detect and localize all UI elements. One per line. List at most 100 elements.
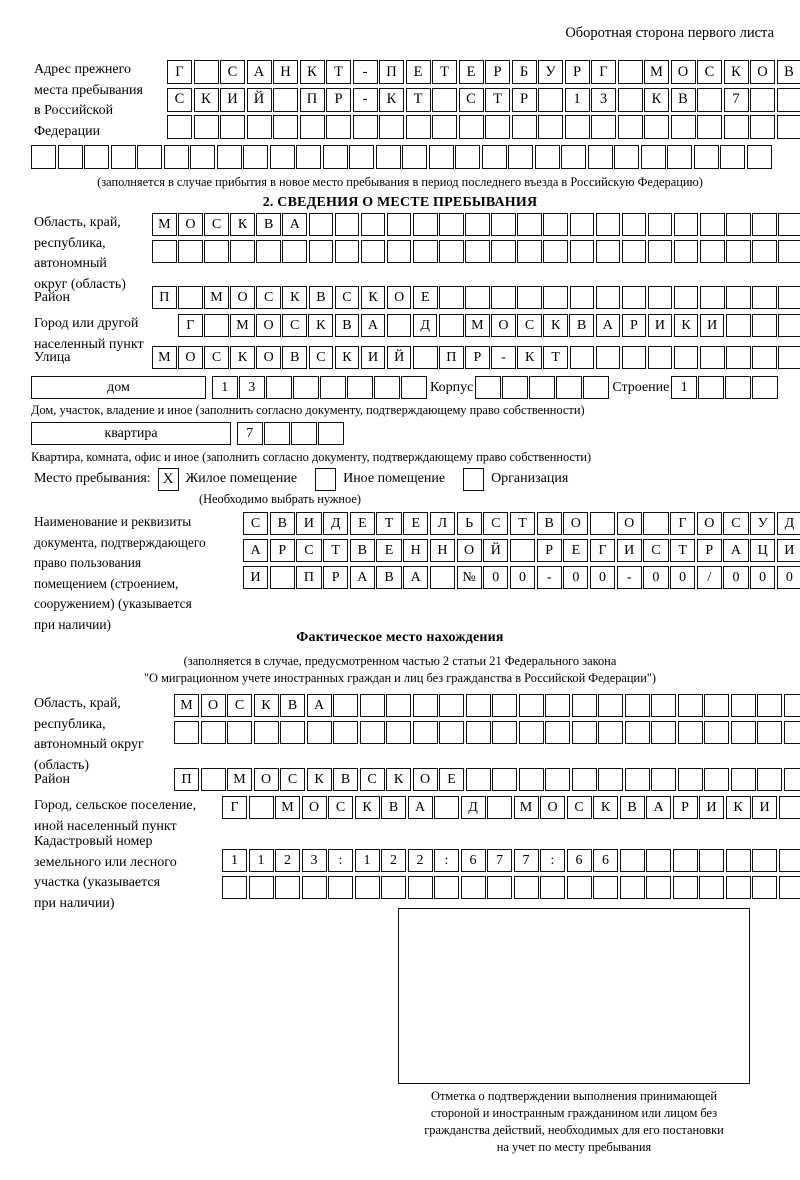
comb-cell[interactable]: 7 (723, 87, 749, 112)
comb-cell[interactable] (670, 115, 696, 139)
comb-cell[interactable]: С (458, 87, 484, 112)
comb-cell[interactable] (193, 60, 219, 84)
comb-cell[interactable] (412, 346, 438, 369)
comb-cell[interactable] (439, 286, 464, 309)
comb-cell[interactable] (222, 876, 247, 899)
comb-cell[interactable] (308, 240, 334, 263)
comb-cell[interactable]: Р (326, 87, 351, 112)
comb-cell[interactable] (326, 115, 351, 139)
comb-cell[interactable] (273, 115, 298, 139)
comb-cell[interactable] (566, 876, 592, 899)
comb-cell[interactable]: К (379, 87, 404, 112)
comb-cell[interactable] (752, 849, 777, 872)
comb-cell[interactable]: Е (403, 512, 429, 535)
comb-cell[interactable] (646, 849, 671, 872)
comb-cell[interactable]: А (243, 539, 269, 562)
comb-cell[interactable]: С (517, 314, 542, 337)
comb-cell[interactable] (725, 314, 751, 337)
comb-cell[interactable] (621, 240, 647, 263)
comb-cell[interactable]: Г (591, 60, 616, 84)
comb-cell[interactable] (204, 240, 229, 263)
comb-cell[interactable]: Р (465, 346, 490, 369)
comb-cell[interactable] (621, 286, 647, 309)
comb-cell[interactable]: О (301, 796, 327, 819)
comb-cell[interactable] (248, 796, 274, 819)
comb-cell[interactable]: А (403, 566, 429, 589)
comb-cell[interactable]: К (543, 314, 568, 337)
comb-cell[interactable] (465, 213, 490, 236)
comb-cell[interactable] (407, 876, 433, 899)
comb-cell[interactable]: А (646, 796, 671, 819)
comb-cell[interactable] (726, 346, 751, 369)
comb-cell[interactable]: М (227, 768, 252, 791)
comb-cell[interactable]: П (379, 60, 404, 84)
stroenie-boxes[interactable]: 1 (671, 376, 779, 399)
comb-cell[interactable] (569, 213, 595, 236)
comb-cell[interactable]: Т (376, 512, 402, 535)
comb-cell[interactable] (752, 376, 778, 399)
comb-cell[interactable]: Н (273, 60, 298, 84)
prev-address-row-4[interactable] (31, 145, 773, 169)
document-row-3[interactable]: И П Р А В А № 0 0-0 0-0 0/0 0 0 (243, 566, 800, 589)
comb-cell[interactable] (31, 145, 56, 169)
comb-cell[interactable] (624, 694, 650, 717)
comb-cell[interactable]: С (697, 60, 722, 84)
comb-cell[interactable] (583, 376, 609, 399)
comb-cell[interactable] (434, 796, 459, 819)
comb-cell[interactable] (492, 694, 517, 717)
comb-cell[interactable] (720, 145, 745, 169)
prev-address-row-3[interactable] (167, 115, 800, 139)
comb-cell[interactable]: М (152, 346, 177, 369)
comb-cell[interactable]: - (352, 87, 378, 112)
comb-cell[interactable]: 0 (483, 566, 509, 589)
comb-cell[interactable]: К (517, 346, 542, 369)
comb-cell[interactable]: Й (246, 87, 272, 112)
comb-cell[interactable] (401, 376, 427, 399)
comb-cell[interactable] (273, 87, 298, 112)
comb-cell[interactable]: В (776, 60, 800, 84)
comb-cell[interactable] (439, 694, 464, 717)
comb-cell[interactable] (778, 876, 800, 899)
comb-cell[interactable]: В (619, 796, 645, 819)
comb-cell[interactable] (776, 115, 800, 139)
comb-cell[interactable] (280, 721, 305, 744)
comb-cell[interactable] (699, 876, 724, 899)
comb-cell[interactable]: О (616, 512, 642, 535)
comb-cell[interactable]: М (465, 314, 490, 337)
comb-cell[interactable] (778, 346, 800, 369)
comb-cell[interactable] (726, 286, 751, 309)
comb-cell[interactable] (269, 566, 295, 589)
comb-cell[interactable] (465, 721, 491, 744)
comb-cell[interactable] (783, 721, 800, 744)
comb-cell[interactable]: К (308, 314, 334, 337)
comb-cell[interactable]: С (282, 314, 307, 337)
comb-cell[interactable] (439, 213, 464, 236)
comb-cell[interactable] (643, 512, 669, 535)
comb-cell[interactable]: Г (167, 60, 192, 84)
comb-cell[interactable]: Р (564, 60, 590, 84)
comb-cell[interactable]: Д (460, 796, 486, 819)
comb-cell[interactable]: Р (269, 539, 295, 562)
comb-cell[interactable] (571, 768, 597, 791)
comb-cell[interactable] (178, 240, 203, 263)
comb-cell[interactable]: М (644, 60, 669, 84)
comb-cell[interactable] (243, 145, 268, 169)
comb-cell[interactable] (465, 240, 490, 263)
comb-cell[interactable]: И (776, 539, 800, 562)
comb-cell[interactable] (730, 694, 756, 717)
comb-cell[interactable]: Т (509, 512, 536, 535)
comb-cell[interactable]: Р (485, 60, 510, 84)
comb-cell[interactable] (491, 213, 516, 236)
comb-cell[interactable]: - (491, 346, 516, 369)
comb-cell[interactable] (518, 721, 544, 744)
comb-cell[interactable] (647, 213, 673, 236)
comb-cell[interactable]: : (328, 849, 353, 872)
comb-cell[interactable]: В (269, 512, 295, 535)
comb-cell[interactable] (757, 768, 782, 791)
comb-cell[interactable] (227, 721, 252, 744)
comb-cell[interactable] (672, 876, 698, 899)
